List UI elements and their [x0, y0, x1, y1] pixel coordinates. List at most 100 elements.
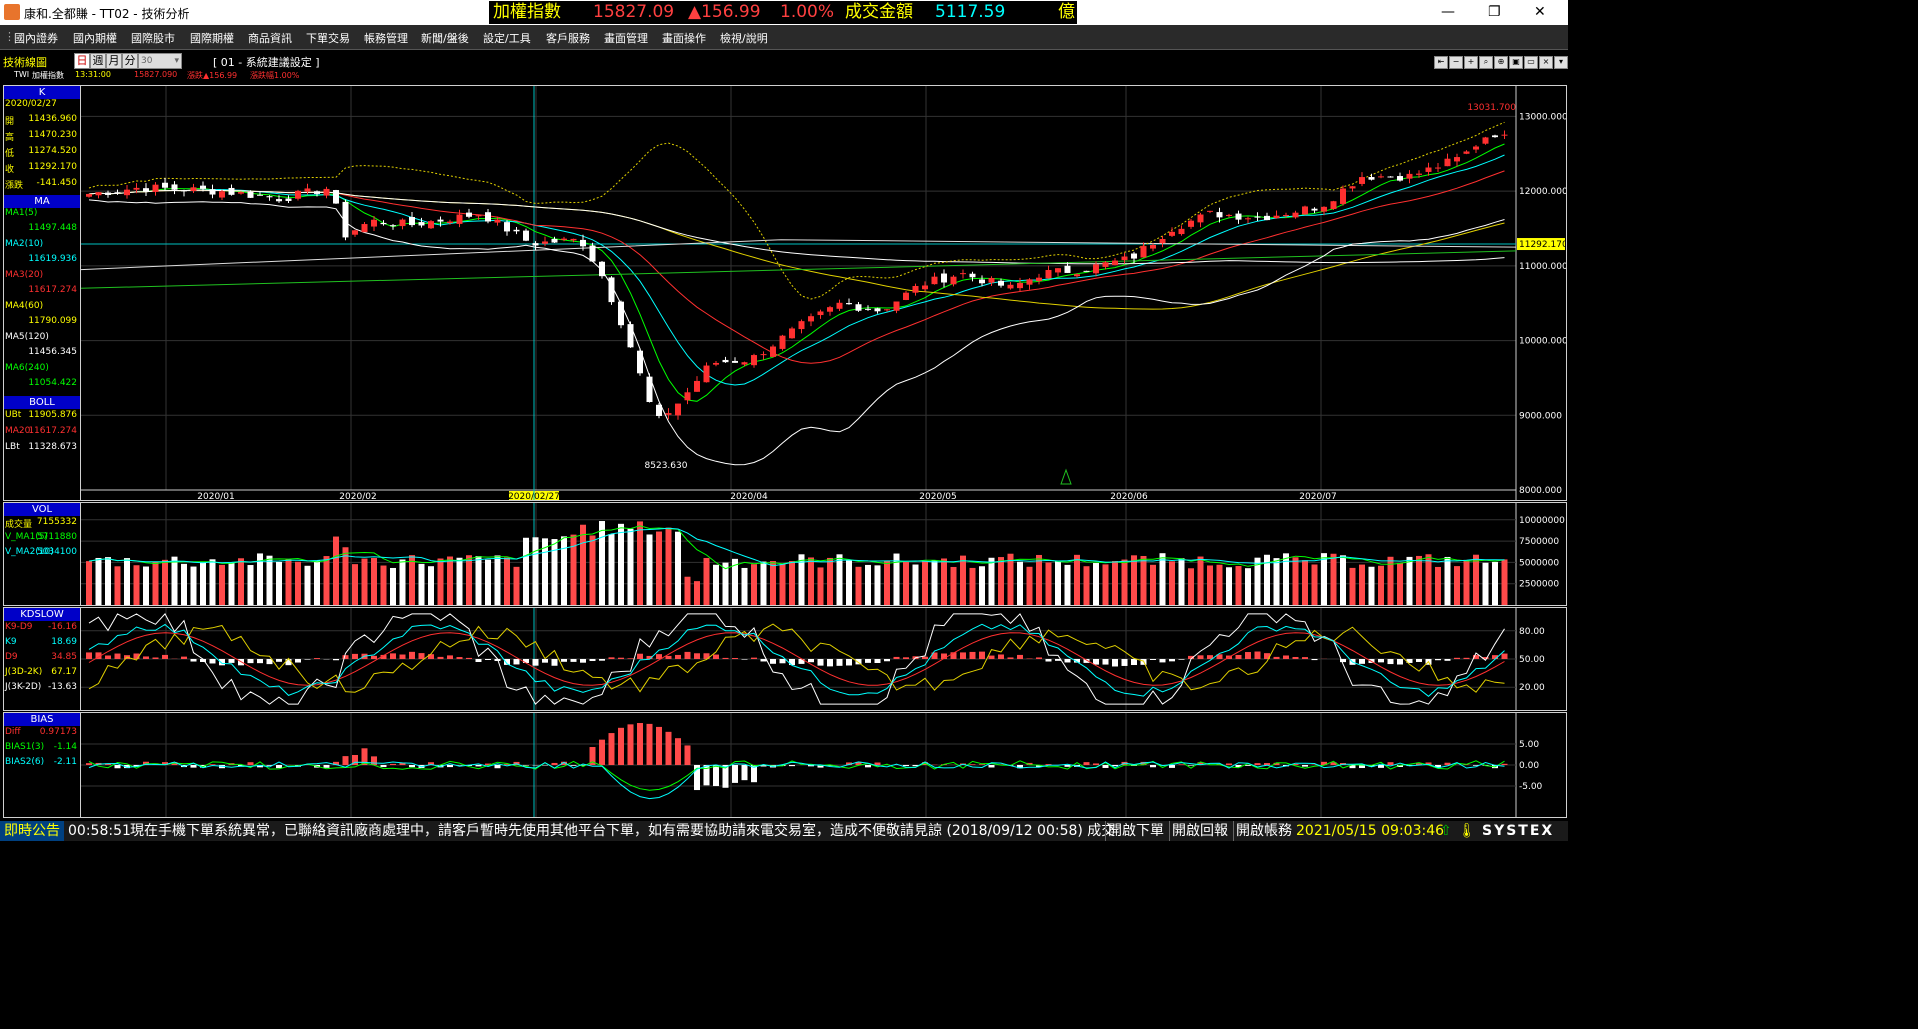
chevron-down-icon[interactable]: ▾ — [1554, 56, 1568, 69]
period-minute-button[interactable]: 分 — [122, 53, 138, 69]
candle-body — [447, 221, 453, 224]
panel-close-icon[interactable]: × — [1539, 56, 1553, 69]
volume-bar — [1226, 567, 1232, 605]
candle-body — [846, 303, 852, 305]
bias-header: BIAS — [4, 713, 80, 726]
ma-label: MA4(60) — [5, 301, 44, 311]
kd-diff-bar — [1197, 655, 1204, 659]
candle-body — [1074, 274, 1080, 277]
menu-item-0[interactable]: 國內證券 — [14, 32, 58, 45]
volume-bar — [779, 564, 786, 605]
menu-item-4[interactable]: 商品資訊 — [248, 32, 292, 45]
kd-diff-bar — [390, 653, 396, 659]
menu-item-10[interactable]: 畫面管理 — [604, 32, 648, 45]
volume-bar — [836, 554, 843, 605]
volume-bar — [1017, 561, 1023, 605]
vol-chart-panel[interactable]: 10000000 7500000 5000000 2500000 — [80, 502, 1567, 606]
candle-body — [143, 188, 149, 192]
chart-toolbar: 技術線圖 日 週 月 分 30 ▾ [ 01 - 系統建議設定 ] TWI 加權指… — [0, 52, 1568, 84]
period-day-button[interactable]: 日 — [74, 53, 90, 69]
kd-diff-bar — [846, 659, 852, 666]
magnify-icon[interactable]: ⊕ — [1494, 56, 1508, 69]
indicator-label: 收 — [5, 165, 15, 175]
menu-item-5[interactable]: 下單交易 — [306, 32, 350, 45]
bias-diff-bar — [608, 733, 615, 765]
menu-item-7[interactable]: 新聞/盤後 — [421, 32, 469, 45]
ohlc-row: 漲跌 -141.450 — [4, 177, 80, 193]
chart-back-icon[interactable]: ⇤ — [1434, 56, 1448, 69]
save-icon[interactable]: ▣ — [1509, 56, 1523, 69]
menu-item-9[interactable]: 客戶服務 — [546, 32, 590, 45]
kd-diff-bar — [808, 659, 814, 663]
ma-value: 11790.099 — [28, 316, 77, 326]
bias-diff-bar — [808, 765, 814, 767]
candle-body — [485, 212, 491, 222]
close-icon[interactable]: ✕ — [1534, 4, 1546, 20]
search-icon[interactable]: ⌕ — [1479, 56, 1493, 69]
volume-bar — [618, 523, 624, 605]
menu-item-11[interactable]: 畫面操作 — [662, 32, 706, 45]
volume-bar — [798, 554, 805, 605]
menu-item-1[interactable]: 國內期權 — [73, 32, 117, 45]
price-chart-panel[interactable]: 13000.000 12000.000 11000.000 10000.000 9000… — [80, 85, 1567, 501]
candle-body — [257, 194, 263, 196]
volume-bar — [1406, 556, 1413, 605]
menu-item-12[interactable]: 檢視/說明 — [720, 32, 768, 45]
zoom-out-icon[interactable]: − — [1449, 56, 1463, 69]
menu-item-3[interactable]: 國際期權 — [190, 32, 234, 45]
volume-bar — [238, 558, 244, 605]
bias-chart-panel[interactable]: 5.00 0.00 -5.00 — [80, 712, 1567, 818]
ma60-line — [88, 189, 1505, 310]
ma-value: 11617.274 — [28, 285, 77, 295]
candle-body — [124, 189, 130, 196]
period-week-button[interactable]: 週 — [90, 53, 106, 69]
open-report-button[interactable]: 開啟回報 — [1169, 821, 1228, 841]
candle-body — [798, 321, 805, 330]
candle-body — [466, 212, 472, 217]
volume-bar — [1150, 564, 1156, 605]
kd-diff-bar — [741, 659, 748, 660]
kd-diff-bar — [1017, 654, 1023, 659]
candle-body — [1121, 256, 1128, 261]
restore-icon[interactable]: ❐ — [1488, 4, 1501, 20]
candle-body — [770, 346, 776, 357]
bias-chart[interactable]: 5.00 0.00 -5.00 — [81, 713, 1566, 817]
candle-body — [1425, 167, 1432, 172]
announce-time: 00:58:51 — [68, 823, 131, 839]
indicator-label: 開 — [5, 117, 15, 127]
candle-body — [162, 182, 168, 188]
window-title: 康和.全都賺 - TT02 - 技術分析 — [24, 7, 190, 21]
indicator-label: V_MA1(5) — [5, 532, 49, 542]
vol-chart[interactable]: 10000000 7500000 5000000 2500000 — [81, 503, 1566, 605]
price-chart[interactable]: 13000.000 12000.000 11000.000 10000.000 9000… — [81, 86, 1566, 500]
kd-diff-bar — [988, 655, 995, 659]
bias-diff-bar — [1197, 762, 1204, 765]
high-label: 13031.700 — [1467, 103, 1516, 113]
kd-diff-bar — [437, 656, 444, 659]
menu-item-8[interactable]: 設定/工具 — [483, 32, 531, 45]
kd-diff-bar — [703, 653, 710, 659]
candle-body — [1444, 158, 1451, 167]
kd-diff-bar — [190, 659, 197, 662]
menu-item-6[interactable]: 帳務管理 — [364, 32, 408, 45]
open-account-button[interactable]: 開啟帳務 — [1233, 821, 1292, 841]
kd-chart[interactable]: 80.00 50.00 20.00 — [81, 608, 1566, 710]
zoom-in-icon[interactable]: + — [1464, 56, 1478, 69]
volume-bar — [1387, 556, 1394, 605]
minimize-icon[interactable]: — — [1441, 4, 1455, 20]
window-icon[interactable]: ▭ — [1524, 56, 1538, 69]
candle-body — [1311, 208, 1318, 211]
kd-chart-panel[interactable]: 80.00 50.00 20.00 — [80, 607, 1567, 711]
volume-bar — [171, 556, 178, 605]
volume-bar — [1245, 568, 1251, 605]
menu-item-2[interactable]: 國際股市 — [131, 32, 175, 45]
kd-diff-bar — [874, 659, 881, 663]
bias-diff-bar — [694, 765, 700, 791]
candle-body — [428, 221, 434, 229]
indicator-label: J(3D-2K) — [5, 667, 43, 677]
minutes-select[interactable]: 30 ▾ — [138, 53, 182, 69]
period-month-button[interactable]: 月 — [106, 53, 122, 69]
open-order-button[interactable]: 開啟下單 — [1105, 821, 1164, 841]
k-header: K — [4, 86, 80, 99]
settings-label[interactable]: [ 01 - 系統建議設定 ] — [213, 56, 320, 69]
